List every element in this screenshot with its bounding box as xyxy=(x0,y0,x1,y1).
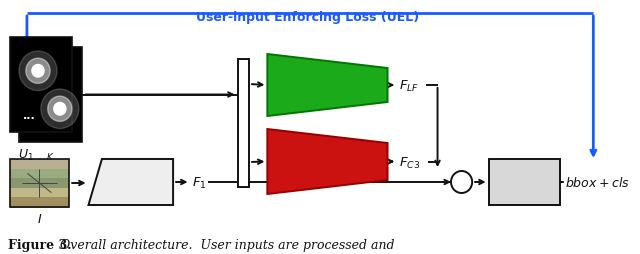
Circle shape xyxy=(451,171,472,193)
Text: User-input Enforcing Loss (UEL): User-input Enforcing Loss (UEL) xyxy=(196,11,419,24)
Circle shape xyxy=(19,52,57,91)
FancyBboxPatch shape xyxy=(19,48,82,142)
Circle shape xyxy=(41,90,79,129)
Text: Late Fusion (LF): Late Fusion (LF) xyxy=(274,79,380,92)
Circle shape xyxy=(26,59,50,84)
Polygon shape xyxy=(268,55,388,117)
Text: Figure 3.: Figure 3. xyxy=(8,238,71,251)
FancyBboxPatch shape xyxy=(10,188,69,198)
Circle shape xyxy=(54,103,66,116)
FancyBboxPatch shape xyxy=(10,169,69,179)
Text: $F_{LF}$: $F_{LF}$ xyxy=(399,78,419,93)
Text: $F_{C3}$: $F_{C3}$ xyxy=(399,155,420,170)
Text: Class-wise Collated
Correlation (C3): Class-wise Collated Correlation (C3) xyxy=(268,152,386,173)
Text: $U_{1...K}$: $U_{1...K}$ xyxy=(19,147,55,163)
Text: $F_1$: $F_1$ xyxy=(193,175,207,190)
Circle shape xyxy=(32,65,44,78)
FancyBboxPatch shape xyxy=(10,198,69,208)
FancyBboxPatch shape xyxy=(10,38,72,133)
Text: Detection
Head: Detection Head xyxy=(497,171,551,193)
FancyBboxPatch shape xyxy=(10,159,69,169)
Text: Feature
Extractor: Feature Extractor xyxy=(113,171,162,193)
FancyBboxPatch shape xyxy=(488,159,559,205)
Text: ...: ... xyxy=(23,111,36,121)
Text: Overall architecture.  User inputs are processed and: Overall architecture. User inputs are pr… xyxy=(52,238,394,251)
Circle shape xyxy=(48,97,72,122)
Text: $bbox + cls$: $bbox + cls$ xyxy=(566,175,630,189)
FancyBboxPatch shape xyxy=(237,60,249,187)
Polygon shape xyxy=(88,159,173,205)
Polygon shape xyxy=(268,130,388,194)
Text: $I$: $I$ xyxy=(36,212,42,225)
FancyBboxPatch shape xyxy=(10,179,69,188)
